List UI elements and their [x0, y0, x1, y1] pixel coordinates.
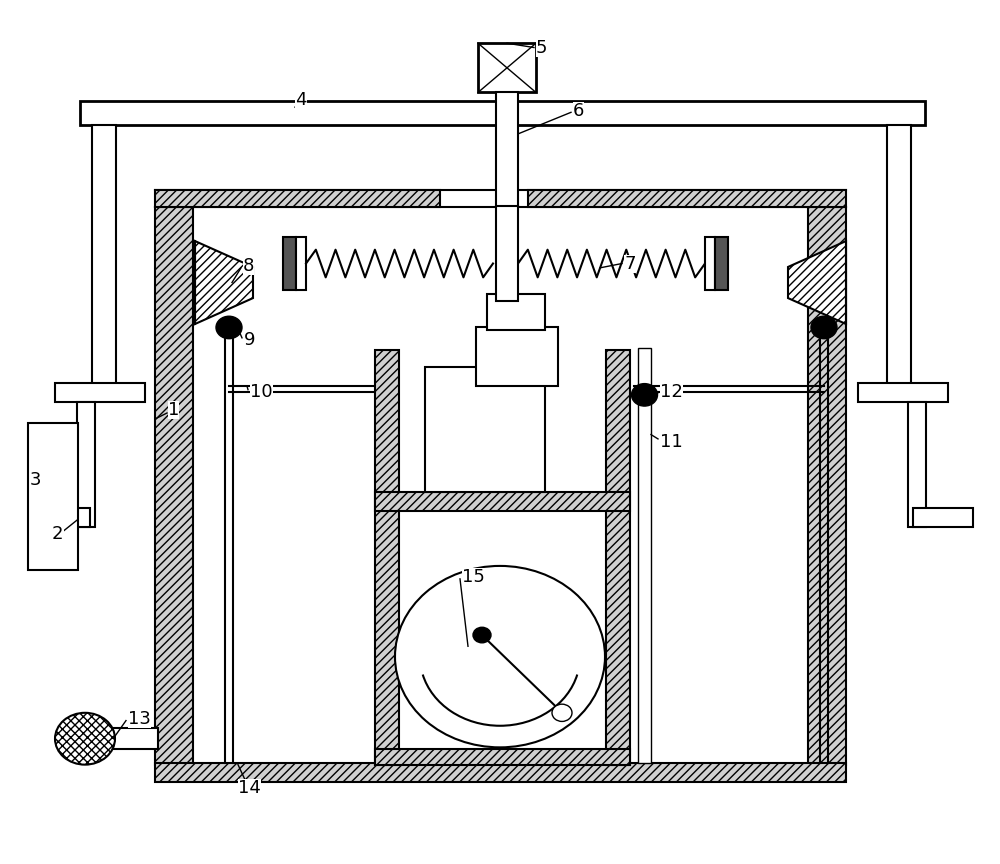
Bar: [375, 492, 630, 511]
Bar: [913, 508, 973, 527]
Circle shape: [552, 704, 572, 721]
Text: 2: 2: [52, 525, 64, 543]
Text: 10: 10: [250, 384, 273, 401]
Bar: [858, 383, 948, 402]
Text: 1: 1: [168, 402, 179, 419]
Bar: [715, 237, 728, 290]
Bar: [155, 763, 846, 782]
Text: 3: 3: [30, 471, 42, 488]
Bar: [705, 237, 715, 290]
Bar: [155, 207, 193, 765]
Circle shape: [395, 566, 605, 747]
Bar: [496, 92, 518, 207]
Text: 14: 14: [238, 779, 261, 797]
Bar: [30, 508, 90, 527]
Polygon shape: [195, 241, 253, 324]
Bar: [487, 294, 545, 330]
Bar: [638, 348, 651, 763]
Bar: [528, 190, 846, 207]
Bar: [808, 207, 846, 765]
Circle shape: [632, 384, 658, 406]
Bar: [155, 190, 440, 207]
Bar: [375, 350, 399, 765]
Text: 8: 8: [243, 257, 254, 275]
Bar: [55, 383, 145, 402]
Bar: [296, 237, 306, 290]
Bar: [425, 367, 545, 492]
Text: 9: 9: [244, 332, 256, 349]
Bar: [28, 423, 78, 570]
Bar: [375, 749, 630, 765]
Bar: [90, 728, 158, 749]
Circle shape: [216, 316, 242, 339]
Bar: [77, 402, 95, 527]
Text: 7: 7: [624, 255, 636, 272]
Bar: [496, 206, 518, 301]
Bar: [908, 402, 926, 527]
Bar: [92, 125, 116, 384]
Text: 11: 11: [660, 434, 683, 451]
Bar: [478, 43, 536, 92]
Bar: [80, 101, 925, 125]
Circle shape: [55, 713, 115, 765]
Circle shape: [473, 627, 491, 643]
Text: 12: 12: [660, 384, 683, 401]
Text: 15: 15: [462, 569, 485, 586]
Bar: [606, 350, 630, 765]
Text: 4: 4: [295, 92, 306, 109]
Text: 5: 5: [536, 39, 548, 56]
Bar: [887, 125, 911, 384]
Text: 6: 6: [573, 102, 584, 119]
Bar: [476, 327, 558, 386]
Polygon shape: [788, 241, 846, 324]
Text: 13: 13: [128, 710, 151, 727]
Bar: [283, 237, 296, 290]
Circle shape: [811, 316, 837, 339]
